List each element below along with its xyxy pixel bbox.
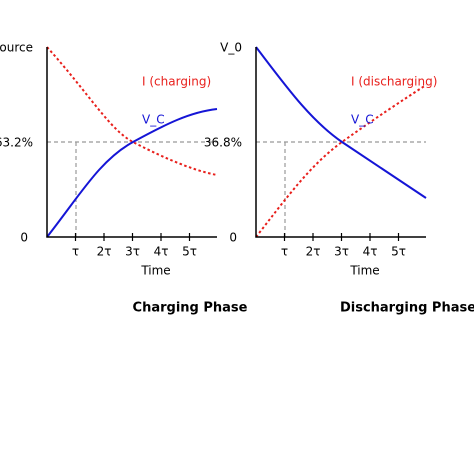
x-tick-label: 2τ — [97, 245, 112, 259]
axes — [255, 47, 426, 238]
discharging-panel: I (discharging) V_C V_0 36.8% 0 Time Dis… — [204, 41, 474, 316]
current-curve — [46, 46, 218, 176]
voltage-label: V_C — [351, 113, 374, 127]
y-label: V_source — [0, 41, 33, 55]
panel-title: Charging Phase — [133, 301, 248, 316]
x-tick-label: 5τ — [391, 245, 406, 259]
charging-panel: I (charging) V_C V_source 63.2% 0 Time C… — [0, 41, 248, 316]
y-label: 0 — [229, 231, 237, 245]
current-curve — [255, 84, 427, 238]
voltage-curve — [46, 108, 218, 238]
axes — [46, 47, 217, 238]
x-axis-label: Time — [349, 264, 379, 278]
x-tick-label: 4τ — [363, 245, 378, 259]
y-label: V_0 — [220, 41, 242, 55]
y-label: 0 — [20, 231, 28, 245]
x-tick-label: 2τ — [306, 245, 321, 259]
current-label: I (discharging) — [351, 75, 437, 89]
x-tick-label: 5τ — [182, 245, 197, 259]
x-axis-label: Time — [140, 264, 170, 278]
x-tick-label: 3τ — [334, 245, 349, 259]
voltage-curve — [255, 46, 427, 199]
x-tick-label: 3τ — [125, 245, 140, 259]
y-label: 36.8% — [204, 136, 242, 150]
x-tick-label: τ — [281, 245, 288, 259]
y-label: 63.2% — [0, 136, 33, 150]
x-tick-label: 4τ — [154, 245, 169, 259]
x-tick-label: τ — [72, 245, 79, 259]
current-label: I (charging) — [142, 75, 211, 89]
voltage-label: V_C — [142, 113, 165, 127]
panel-title: Discharging Phase — [340, 301, 474, 316]
